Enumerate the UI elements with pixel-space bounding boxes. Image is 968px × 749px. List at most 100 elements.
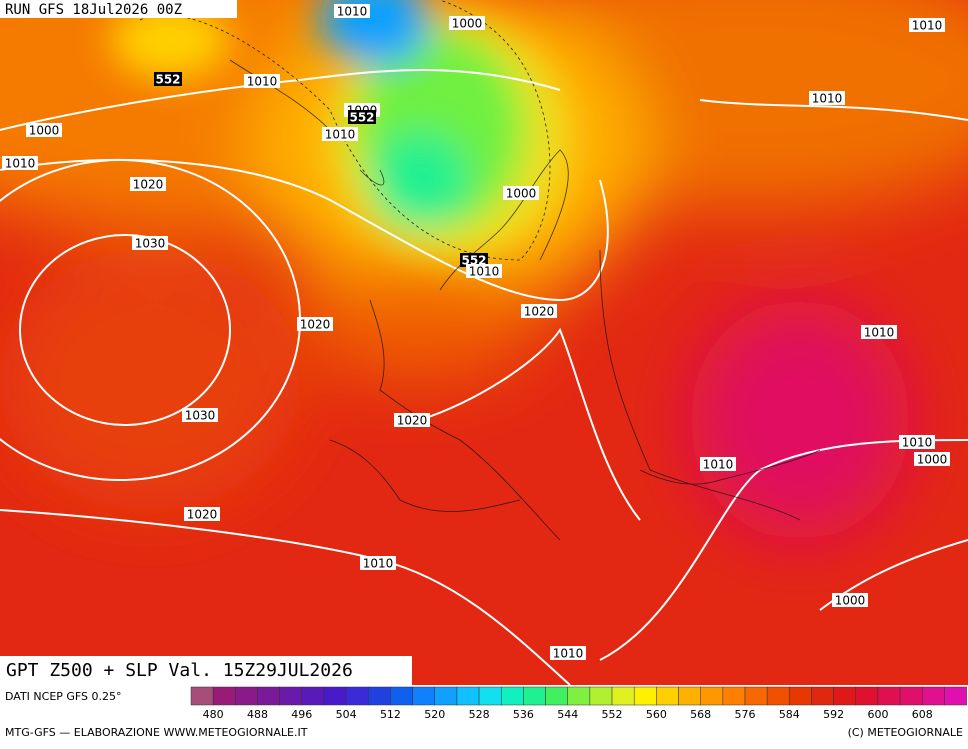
- colorbar-swatch: [744, 686, 768, 706]
- colorbar-swatch: [922, 686, 945, 706]
- colorbar-label: 536: [513, 708, 534, 721]
- run-label: RUN GFS 18Jul2026 00Z: [5, 2, 182, 18]
- contour-label: 1000: [29, 124, 60, 138]
- contour-label: 1000: [506, 187, 537, 201]
- contour-label-box: [466, 264, 502, 278]
- contour-label-box: [809, 91, 845, 105]
- footer-left: MTG-GFS — ELABORAZIONE WWW.METEOGIORNALE…: [5, 726, 308, 739]
- colorbar-label: 560: [646, 708, 667, 721]
- contour-label: 1010: [337, 5, 368, 19]
- colorbar-label: 584: [779, 708, 800, 721]
- contour-label: 1010: [902, 436, 933, 450]
- colorbar-swatch: [257, 686, 280, 706]
- contour-label: 1020: [524, 305, 555, 319]
- contour-label-box: [899, 435, 935, 449]
- contour-label: 1010: [247, 75, 278, 89]
- colorbar-swatch: [877, 686, 901, 706]
- contour-label: 1000: [452, 17, 483, 31]
- colorbar-swatch: [811, 686, 834, 706]
- contour-label-box: [909, 18, 945, 32]
- colorbar-swatch: [190, 686, 214, 706]
- contour-label: 1010: [469, 265, 500, 279]
- contour-label: 552: [155, 73, 180, 87]
- colorbar-swatch: [456, 686, 480, 706]
- colorbar-swatch: [301, 686, 325, 706]
- contour-label-box: [360, 556, 396, 570]
- colorbar-swatch: [855, 686, 879, 706]
- contour-label-box: [700, 457, 736, 471]
- contour-label-box: [184, 507, 220, 521]
- contour-label: 1010: [912, 19, 943, 33]
- contour-label: 1000: [917, 453, 948, 467]
- contour-label-box: [449, 16, 485, 30]
- contour-label-box: [348, 110, 376, 124]
- colorbar-swatch: [944, 686, 967, 706]
- colorbar-swatch: [434, 686, 458, 706]
- colorbar-swatch: [523, 686, 546, 706]
- colorbar-swatch: [700, 686, 724, 706]
- contour-label-box: [460, 253, 488, 267]
- colorbar-swatch: [899, 686, 923, 706]
- contour-label-box: [334, 4, 370, 18]
- run-box: [0, 0, 237, 18]
- colorbar-label: 592: [823, 708, 844, 721]
- contour-label-box: [2, 156, 38, 170]
- colorbar-swatch: [323, 686, 347, 706]
- contour-label-box: [132, 236, 168, 250]
- contour-label: 1010: [812, 92, 843, 106]
- colorbar-swatch: [589, 686, 613, 706]
- colorbar-swatch: [611, 686, 635, 706]
- contour-label: 1030: [135, 237, 166, 251]
- contour-label-box: [394, 413, 430, 427]
- contour-label-box: [832, 593, 868, 607]
- contour-label-box: [914, 452, 950, 466]
- colorbar-swatch: [656, 686, 679, 706]
- map-title: GPT Z500 + SLP Val. 15Z29JUL2026: [6, 660, 353, 681]
- colorbar-label: 600: [867, 708, 888, 721]
- contour-label: 1010: [703, 458, 734, 472]
- colorbar-label: 608: [912, 708, 933, 721]
- contour-label-box: [26, 123, 62, 137]
- title-box: [0, 656, 412, 685]
- colorbar-label: 568: [690, 708, 711, 721]
- contour-label-box: [182, 408, 218, 422]
- colorbar-label: 504: [336, 708, 357, 721]
- colorbar-swatch: [412, 686, 436, 706]
- contour-label-box: [130, 177, 166, 191]
- contour-label: 1010: [325, 128, 356, 142]
- contour-label-box: [861, 325, 897, 339]
- contour-label: 1020: [133, 178, 164, 192]
- colorbar-swatch: [500, 686, 524, 706]
- colorbar-swatch: [789, 686, 812, 706]
- colorbar-swatch: [478, 686, 502, 706]
- contour-label: 1020: [187, 508, 218, 522]
- contour-label: 1000: [835, 594, 866, 608]
- contour-label-box: [550, 646, 586, 660]
- contour-label-box: [244, 74, 280, 88]
- colorbar-swatch: [279, 686, 303, 706]
- colorbar-swatch: [567, 686, 591, 706]
- colorbar-source: DATI NCEP GFS 0.25°: [5, 690, 122, 703]
- colorbar-swatch: [833, 686, 857, 706]
- contour-label: 1030: [185, 409, 216, 423]
- colorbar-label: 496: [291, 708, 312, 721]
- contour-label: 1010: [363, 557, 394, 571]
- colorbar-label: 528: [469, 708, 490, 721]
- contour-label-box: [297, 317, 333, 331]
- colorbar-swatch: [545, 686, 568, 706]
- colorbar-label: 520: [424, 708, 445, 721]
- contour-label: 1020: [300, 318, 331, 332]
- colorbar-label: 512: [380, 708, 401, 721]
- contour-label: 1020: [397, 414, 428, 428]
- contour-label: 552: [349, 111, 374, 125]
- colorbar-swatch: [368, 686, 391, 706]
- colorbar-swatch: [678, 686, 701, 706]
- contour-label: 1010: [5, 157, 36, 171]
- colorbar-label: 480: [203, 708, 224, 721]
- contour-label: 1010: [553, 647, 584, 661]
- contour-label-box: [154, 72, 182, 86]
- contour-label-box: [521, 304, 557, 318]
- colorbar-swatch: [235, 686, 258, 706]
